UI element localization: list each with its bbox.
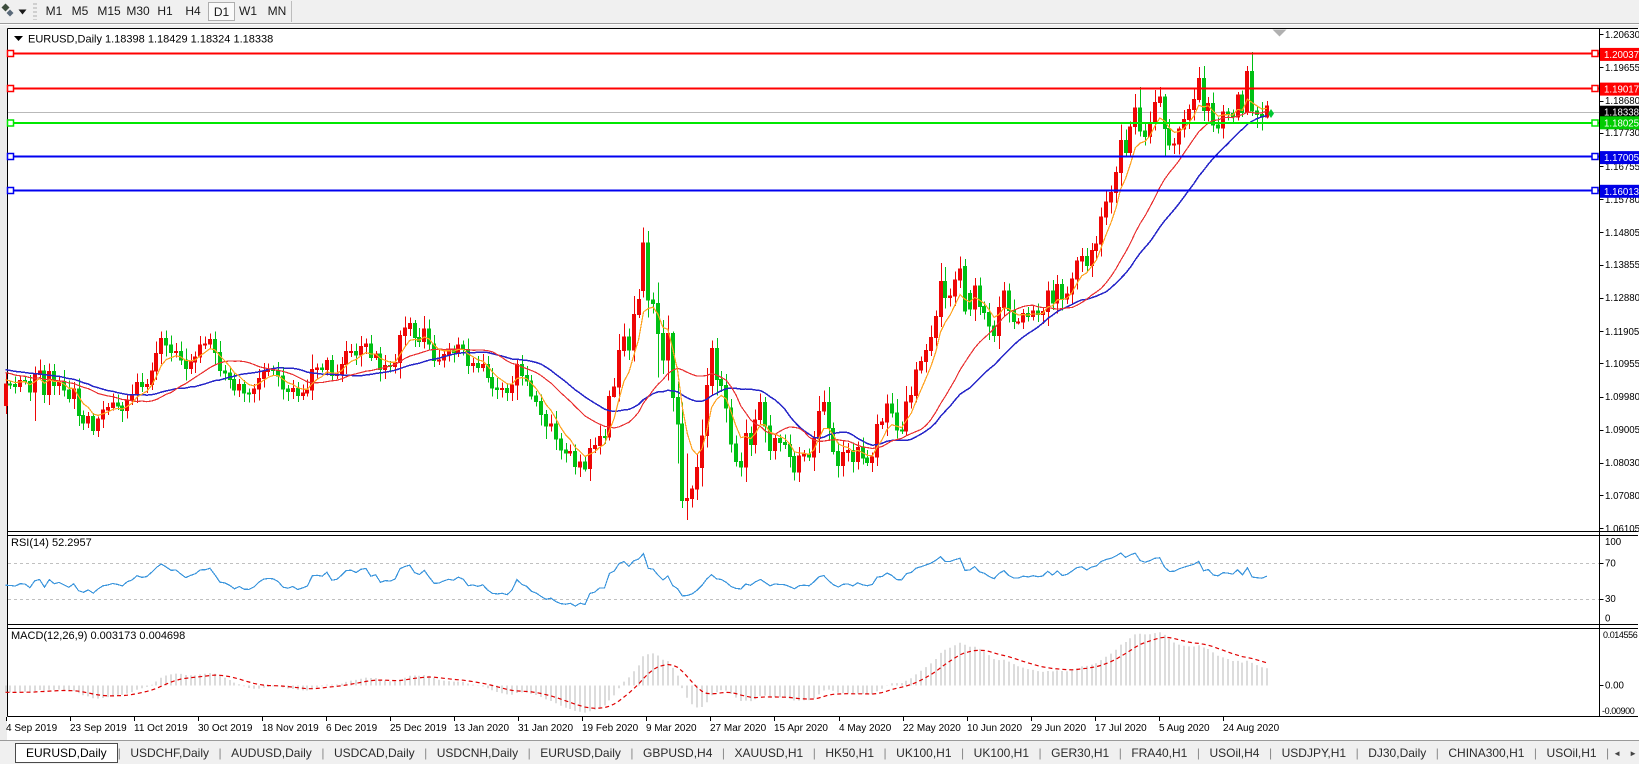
- svg-text:1.07080: 1.07080: [1605, 491, 1639, 502]
- svg-text:1.16013: 1.16013: [1604, 187, 1639, 198]
- svg-text:11 Oct 2019: 11 Oct 2019: [134, 723, 188, 734]
- svg-text:70: 70: [1605, 559, 1616, 570]
- svg-text:4 May 2020: 4 May 2020: [839, 723, 892, 734]
- svg-text:29 Jun 2020: 29 Jun 2020: [1031, 723, 1086, 734]
- svg-text:22 May 2020: 22 May 2020: [903, 723, 961, 734]
- svg-text:23 Sep 2019: 23 Sep 2019: [70, 723, 127, 734]
- svg-text:1.13855: 1.13855: [1605, 260, 1639, 271]
- svg-text:1.18680: 1.18680: [1605, 96, 1639, 107]
- svg-text:1.19655: 1.19655: [1605, 63, 1639, 74]
- svg-text:100: 100: [1605, 537, 1622, 548]
- svg-text:1.09980: 1.09980: [1605, 392, 1639, 403]
- svg-text:0.00: 0.00: [1605, 681, 1624, 692]
- svg-text:1.08030: 1.08030: [1605, 458, 1639, 469]
- svg-text:RSI(14) 52.2957: RSI(14) 52.2957: [11, 537, 92, 549]
- svg-text:27 Mar 2020: 27 Mar 2020: [710, 723, 767, 734]
- svg-text:MACD(12,26,9) 0.003173 0.00469: MACD(12,26,9) 0.003173 0.004698: [11, 630, 185, 642]
- svg-text:1.06105: 1.06105: [1605, 524, 1639, 535]
- svg-text:0.014556: 0.014556: [1603, 630, 1638, 640]
- svg-text:17 Jul 2020: 17 Jul 2020: [1095, 723, 1147, 734]
- svg-text:EURUSD,Daily 1.18398 1.18429: EURUSD,Daily 1.18398 1.18429 1.18324 1.1…: [28, 34, 273, 46]
- svg-text:18 Nov 2019: 18 Nov 2019: [262, 723, 319, 734]
- svg-text:-0.00900: -0.00900: [1602, 706, 1635, 716]
- svg-text:1.16755: 1.16755: [1605, 162, 1639, 173]
- svg-text:1.12880: 1.12880: [1605, 293, 1639, 304]
- svg-text:10 Jun 2020: 10 Jun 2020: [967, 723, 1022, 734]
- svg-text:4 Sep 2019: 4 Sep 2019: [6, 723, 58, 734]
- svg-text:1.14805: 1.14805: [1605, 228, 1639, 239]
- svg-text:1.20630: 1.20630: [1605, 30, 1639, 41]
- svg-text:9 Mar 2020: 9 Mar 2020: [646, 723, 697, 734]
- svg-text:19 Feb 2020: 19 Feb 2020: [582, 723, 639, 734]
- svg-text:30 Oct 2019: 30 Oct 2019: [198, 723, 253, 734]
- svg-text:0: 0: [1605, 614, 1611, 625]
- svg-text:6 Dec 2019: 6 Dec 2019: [326, 723, 378, 734]
- svg-text:1.20037: 1.20037: [1604, 50, 1639, 61]
- svg-text:1.09005: 1.09005: [1605, 425, 1639, 436]
- svg-text:1.19017: 1.19017: [1604, 85, 1639, 96]
- svg-text:31 Jan 2020: 31 Jan 2020: [518, 723, 573, 734]
- svg-text:1.11905: 1.11905: [1605, 327, 1639, 338]
- svg-text:1.10955: 1.10955: [1605, 359, 1639, 370]
- svg-text:24 Aug 2020: 24 Aug 2020: [1223, 723, 1280, 734]
- svg-text:5 Aug 2020: 5 Aug 2020: [1159, 723, 1210, 734]
- svg-text:1.17730: 1.17730: [1605, 128, 1639, 139]
- svg-text:1.17005: 1.17005: [1604, 153, 1639, 164]
- svg-text:25 Dec 2019: 25 Dec 2019: [390, 723, 447, 734]
- svg-text:13 Jan 2020: 13 Jan 2020: [454, 723, 509, 734]
- svg-text:15 Apr 2020: 15 Apr 2020: [774, 723, 828, 734]
- svg-text:30: 30: [1605, 594, 1616, 605]
- svg-text:1.18338: 1.18338: [1604, 108, 1639, 119]
- svg-text:1.15780: 1.15780: [1605, 195, 1639, 206]
- svg-text:1.18025: 1.18025: [1604, 118, 1639, 129]
